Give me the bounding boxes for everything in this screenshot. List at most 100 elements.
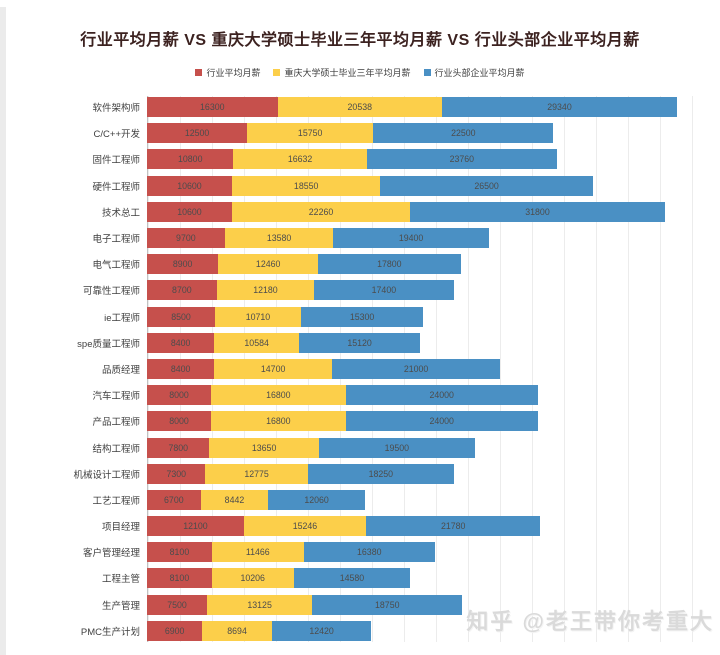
bar-segment-cqu_grad_avg: 20538 [277,97,442,118]
bar-track: 7300 12775 18250 [147,463,454,484]
category-label: 项目经理 [101,522,140,534]
page-edge-strip [0,7,6,655]
chart-row: 电子工程师 9700 13580 19400 [0,225,720,251]
bar-track: 9700 13580 19400 [147,228,489,249]
bar-segment-top_company_avg: 26500 [380,175,593,196]
bar-track: 6700 8442 12060 [147,489,365,510]
bar-track: 8100 10206 14580 [147,568,411,589]
category-label: 技术总工 [101,207,140,219]
bar-segment-industry_avg: 8700 [147,280,217,301]
bar-track: 7800 13650 19500 [147,437,475,458]
bar-segment-cqu_grad_avg: 13650 [209,437,319,458]
chart-row: 机械设计工程师 7300 12775 18250 [0,461,720,487]
bar-track: 8100 11466 16380 [147,542,435,563]
bar-track: 12500 15750 22500 [147,123,554,144]
bar-segment-cqu_grad_avg: 12180 [216,280,315,301]
category-label: 汽车工程师 [92,391,140,403]
bar-segment-cqu_grad_avg: 8442 [200,489,269,510]
legend: 行业平均月薪 重庆大学硕士毕业三年平均月薪 行业头部企业平均月薪 [0,66,720,79]
bar-segment-cqu_grad_avg: 16800 [211,385,346,406]
bar-segment-industry_avg: 8100 [147,568,212,589]
chart-row: 工程主管 8100 10206 14580 [0,565,720,591]
bar-segment-industry_avg: 10600 [147,175,232,196]
category-label: 产品工程师 [92,417,140,429]
bar-segment-top_company_avg: 16380 [303,542,435,563]
bar-track: 8000 16800 24000 [147,411,538,432]
bar-segment-top_company_avg: 15300 [300,306,424,327]
bar-track: 7500 13125 18750 [147,594,463,615]
legend-item-cqu_grad_avg: 重庆大学硕士毕业三年平均月薪 [273,66,411,79]
category-label: 客户管理经理 [82,548,140,560]
chart-row: 固件工程师 10800 16632 23760 [0,146,720,172]
bar-segment-cqu_grad_avg: 12460 [218,254,319,275]
legend-swatch-cqu_grad_avg [273,69,281,76]
bar-segment-cqu_grad_avg: 13125 [207,594,313,615]
bar-segment-cqu_grad_avg: 10206 [211,568,294,589]
category-label: 生产管理 [101,600,140,612]
bar-segment-industry_avg: 8900 [147,254,219,275]
bar-segment-industry_avg: 12500 [147,123,248,144]
bar-segment-industry_avg: 10600 [147,201,232,222]
category-label: PMC生产计划 [80,626,140,638]
bar-segment-industry_avg: 8100 [147,542,212,563]
legend-item-industry_avg: 行业平均月薪 [195,66,260,79]
bar-segment-cqu_grad_avg: 22260 [231,201,411,222]
bar-segment-top_company_avg: 15120 [299,332,421,353]
category-label: 结构工程师 [92,443,140,455]
bar-segment-industry_avg: 8500 [147,306,216,327]
category-label: 机械设计工程师 [73,469,140,481]
bar-segment-industry_avg: 8000 [147,385,212,406]
chart-row: 项目经理 12100 15246 21780 [0,513,720,539]
chart-row: 可靠性工程师 8700 12180 17400 [0,277,720,303]
bar-segment-top_company_avg: 12060 [268,489,365,510]
category-label: 品质经理 [101,364,140,376]
bar-segment-top_company_avg: 31800 [410,201,665,222]
bar-track: 12100 15246 21780 [147,516,541,537]
chart-row: PMC生产计划 6900 8694 12420 [0,618,720,644]
bar-segment-top_company_avg: 24000 [345,411,538,432]
bar-rows: 软件架构师 16300 20538 29340 C/C++开发 12500 15750 225… [0,94,720,644]
legend-swatch-industry_avg [195,69,203,76]
bar-segment-industry_avg: 7500 [147,594,208,615]
bar-segment-cqu_grad_avg: 10584 [214,332,300,353]
bar-segment-cqu_grad_avg: 11466 [211,542,304,563]
legend-swatch-top_company_avg [423,69,431,76]
chart-row: 生产管理 7500 13125 18750 [0,592,720,618]
legend-label: 行业头部企业平均月薪 [434,68,525,78]
chart-row: 硬件工程师 10600 18550 26500 [0,173,720,199]
bar-segment-industry_avg: 16300 [147,97,278,118]
plot-area: 软件架构师 16300 20538 29340 C/C++开发 12500 15750 225… [0,94,720,644]
bar-segment-top_company_avg: 12420 [271,620,372,641]
chart-title: 行业平均月薪 VS 重庆大学硕士毕业三年平均月薪 VS 行业头部企业平均月薪 [80,32,640,49]
chart-row: ie工程师 8500 10710 15300 [0,304,720,330]
category-label: 工程主管 [101,574,140,586]
bar-segment-industry_avg: 8400 [147,358,215,379]
chart-row: 技术总工 10600 22260 31800 [0,199,720,225]
chart-row: 产品工程师 8000 16800 24000 [0,408,720,434]
bar-segment-industry_avg: 6700 [147,489,201,510]
bar-segment-cqu_grad_avg: 8694 [202,620,272,641]
bar-segment-industry_avg: 10800 [147,149,234,170]
bar-segment-top_company_avg: 29340 [442,97,677,118]
category-label: 工艺工程师 [92,495,140,507]
bar-segment-cqu_grad_avg: 12775 [205,463,308,484]
bar-track: 10600 18550 26500 [147,175,593,196]
bar-track: 6900 8694 12420 [147,620,372,641]
chart-row: C/C++开发 12500 15750 22500 [0,120,720,146]
chart-row: 汽车工程师 8000 16800 24000 [0,382,720,408]
category-label: 硬件工程师 [92,181,140,193]
bar-segment-top_company_avg: 18250 [307,463,454,484]
bar-segment-cqu_grad_avg: 14700 [214,358,332,379]
bar-segment-top_company_avg: 17400 [314,280,454,301]
chart-row: 客户管理经理 8100 11466 16380 [0,539,720,565]
bar-segment-cqu_grad_avg: 15246 [243,516,366,537]
bar-track: 8400 10584 15120 [147,332,421,353]
bar-segment-top_company_avg: 14580 [293,568,411,589]
category-label: spe质量工程师 [77,338,140,350]
bar-segment-top_company_avg: 21780 [365,516,541,537]
chart-row: spe质量工程师 8400 10584 15120 [0,330,720,356]
bar-segment-cqu_grad_avg: 16800 [211,411,346,432]
bar-track: 8400 14700 21000 [147,358,501,379]
bar-segment-cqu_grad_avg: 18550 [231,175,381,196]
